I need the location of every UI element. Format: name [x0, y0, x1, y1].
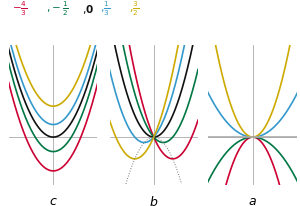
- Text: $\mathit{b}$: $\mathit{b}$: [149, 195, 158, 206]
- Text: $,\!\frac{1}{3}$: $,\!\frac{1}{3}$: [100, 0, 111, 19]
- Text: $\mathit{a}$: $\mathit{a}$: [248, 195, 257, 206]
- Text: $,\!-\frac{1}{2}$: $,\!-\frac{1}{2}$: [46, 0, 70, 19]
- Text: $\mathit{c}$: $\mathit{c}$: [49, 195, 58, 206]
- Text: $-\frac{4}{3}$: $-\frac{4}{3}$: [12, 0, 27, 19]
- Text: $,\!\mathbf{0}$: $,\!\mathbf{0}$: [82, 3, 95, 16]
- Text: $,\!\frac{3}{2}$: $,\!\frac{3}{2}$: [129, 0, 139, 19]
